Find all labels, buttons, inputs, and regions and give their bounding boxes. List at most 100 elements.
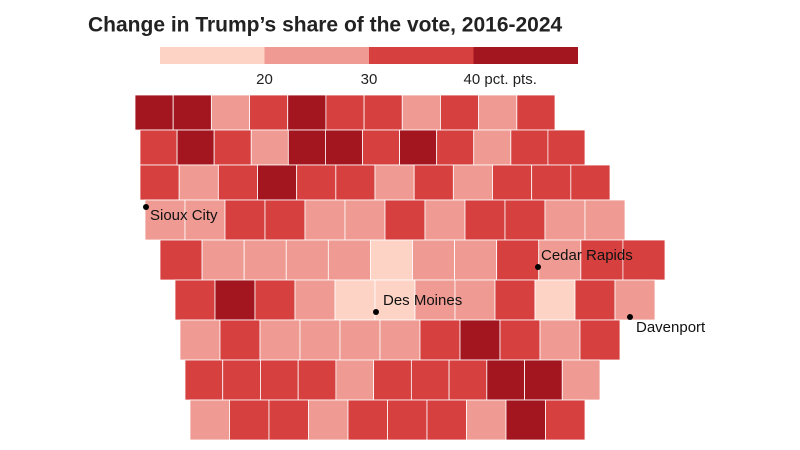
county xyxy=(363,94,403,131)
county xyxy=(260,359,299,401)
county xyxy=(347,399,388,441)
county xyxy=(464,199,506,241)
county xyxy=(459,319,501,361)
counties xyxy=(134,94,666,441)
county xyxy=(243,239,287,281)
county xyxy=(486,359,525,401)
county xyxy=(426,399,467,441)
county xyxy=(516,94,556,131)
county xyxy=(344,199,386,241)
county xyxy=(531,164,572,201)
city-label: Cedar Rapids xyxy=(541,247,633,264)
county xyxy=(217,164,258,201)
county xyxy=(494,279,536,321)
county xyxy=(144,199,186,241)
county xyxy=(384,199,426,241)
county xyxy=(339,319,381,361)
county xyxy=(510,129,549,166)
legend-label: 20 xyxy=(256,71,273,88)
map-title: Change in Trump’s share of the vote, 201… xyxy=(88,14,563,37)
county xyxy=(334,279,376,321)
county xyxy=(504,199,546,241)
county xyxy=(539,319,581,361)
city-dot xyxy=(143,204,149,210)
county xyxy=(478,94,518,131)
county xyxy=(304,199,346,241)
county xyxy=(287,129,326,166)
county xyxy=(179,319,221,361)
county xyxy=(210,94,250,131)
county xyxy=(505,399,546,441)
county xyxy=(139,164,180,201)
county xyxy=(370,239,413,281)
county xyxy=(176,129,215,166)
county xyxy=(496,239,540,281)
county xyxy=(412,239,455,281)
county xyxy=(308,399,349,441)
county xyxy=(524,359,563,401)
city-label: Des Moines xyxy=(383,292,462,309)
county xyxy=(219,319,261,361)
county xyxy=(294,279,336,321)
county xyxy=(466,399,507,441)
county xyxy=(325,129,363,166)
county xyxy=(201,239,245,281)
legend-label: 40 pct. pts. xyxy=(464,71,537,88)
city-label: Sioux City xyxy=(150,207,218,224)
county xyxy=(362,129,400,166)
county xyxy=(584,199,626,241)
county xyxy=(547,129,586,166)
county xyxy=(172,94,212,131)
county xyxy=(452,164,493,201)
cities: Sioux City Cedar Rapids Des Moines Davenpor… xyxy=(143,204,706,336)
county xyxy=(327,239,371,281)
county xyxy=(454,279,496,321)
city-dot xyxy=(627,314,633,320)
county xyxy=(335,359,375,401)
legend-swatch xyxy=(369,47,474,64)
county xyxy=(174,279,216,321)
county xyxy=(189,399,230,441)
county xyxy=(440,94,480,131)
county xyxy=(570,164,611,201)
county xyxy=(229,399,270,441)
county xyxy=(419,319,461,361)
county xyxy=(285,239,329,281)
county xyxy=(436,129,475,166)
county xyxy=(424,199,466,241)
county xyxy=(534,279,576,321)
city-dot xyxy=(373,309,379,315)
county xyxy=(579,319,621,361)
county xyxy=(264,199,306,241)
county xyxy=(296,164,337,201)
county xyxy=(374,164,415,201)
county xyxy=(614,279,656,321)
county xyxy=(299,319,341,361)
county xyxy=(410,359,450,401)
legend-swatch xyxy=(160,47,265,64)
county xyxy=(374,279,416,321)
county xyxy=(159,239,203,281)
county xyxy=(257,164,298,201)
county xyxy=(250,129,289,166)
county xyxy=(184,359,224,401)
county xyxy=(287,94,327,131)
county xyxy=(399,129,438,166)
county xyxy=(222,359,261,401)
county xyxy=(574,279,616,321)
county xyxy=(492,164,533,201)
county xyxy=(184,199,226,241)
county xyxy=(249,94,289,131)
county xyxy=(387,399,428,441)
legend-label: 30 xyxy=(361,71,378,88)
county xyxy=(297,359,337,401)
county xyxy=(325,94,365,131)
county xyxy=(544,199,586,241)
county xyxy=(254,279,296,321)
county xyxy=(538,239,582,281)
county xyxy=(224,199,266,241)
county xyxy=(178,164,219,201)
county xyxy=(561,359,601,401)
